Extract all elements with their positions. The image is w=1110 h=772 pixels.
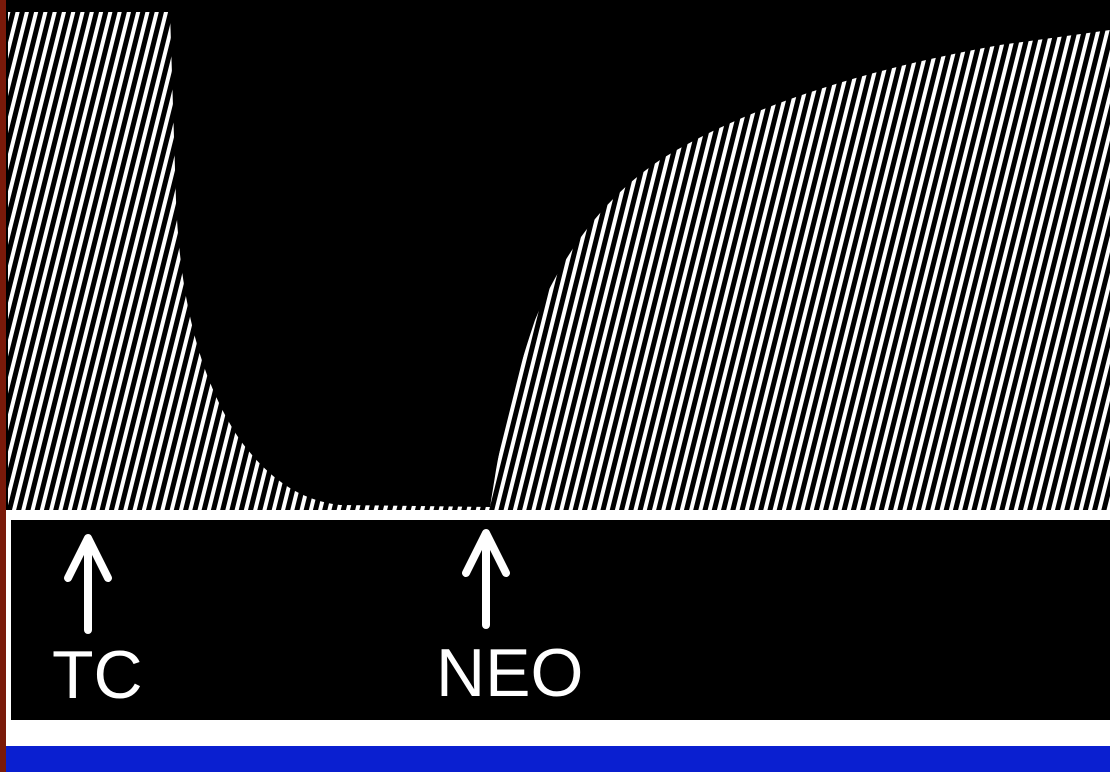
marker-label: NEO: [436, 635, 583, 711]
baseline: [6, 510, 1110, 520]
marker-label: TC: [52, 637, 143, 713]
page: {"labels": {"tc": "TC", "neo": "NEO"}} T…: [0, 0, 1110, 772]
figure: TC NEO: [0, 0, 1110, 772]
label-band-border: [6, 518, 11, 722]
bottom-strip: [6, 720, 1110, 746]
left-edge: [0, 0, 6, 772]
blue-strip: [6, 746, 1110, 772]
